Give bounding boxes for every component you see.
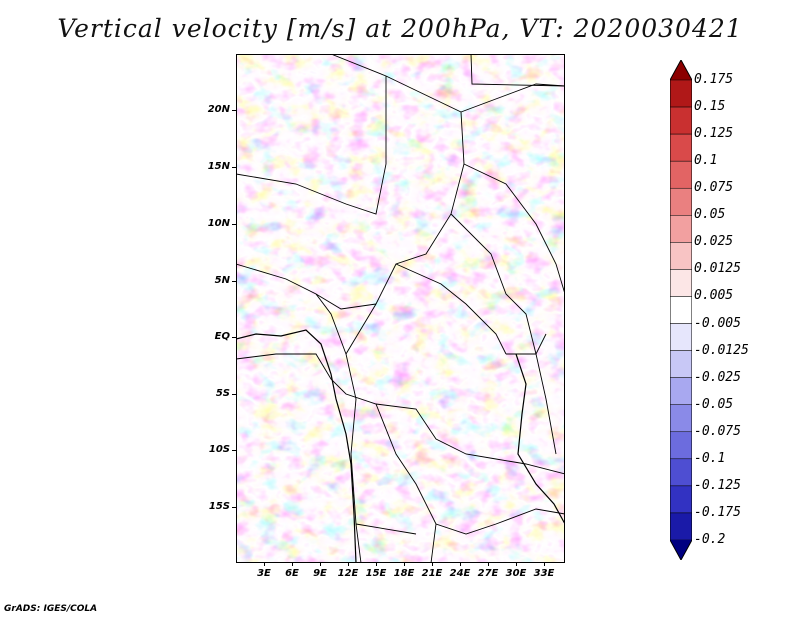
colorbar-label: 0.15 [694,99,726,115]
colorbar-label: 0.005 [694,288,734,304]
colorbar-label: -0.0125 [694,342,749,358]
x-label-33e: 33E [533,568,555,579]
colorbar [670,60,692,560]
map-title: Vertical velocity [m/s] at 200hPa, VT: 2… [57,14,743,43]
x-tick [432,562,433,566]
x-label-24e: 24E [449,568,471,579]
field-texture [236,54,565,563]
x-tick [348,562,349,566]
x-label-21e: 21E [421,568,443,579]
x-tick [516,562,517,566]
colorbar-segment [670,512,692,541]
colorbar-label: -0.125 [694,477,741,493]
x-tick [292,562,293,566]
x-label-18e: 18E [393,568,415,579]
colorbar-segment [670,485,692,514]
y-label-5s: 5S [215,388,230,399]
colorbar-label: 0.075 [694,180,734,196]
colorbar-label: 0.1 [694,153,718,169]
colorbar-label: -0.2 [694,532,726,547]
x-tick [320,562,321,566]
y-tick [232,507,236,508]
y-tick [232,450,236,451]
x-tick [544,562,545,566]
colorbar-label: -0.1 [694,450,726,466]
x-label-9e: 9E [313,568,327,579]
colorbar-segment [670,269,692,297]
colorbar-label: -0.175 [694,504,741,520]
colorbar-segment [670,79,692,108]
colorbar-segment [670,323,692,351]
colorbar-segment [670,458,692,487]
country-borders [236,54,565,563]
x-tick [488,562,489,566]
colorbar-segment [670,187,692,216]
y-tick [232,394,236,395]
y-label-15s: 15S [208,501,230,512]
colorbar-label: 0.175 [694,72,734,87]
colorbar-segments [670,60,692,560]
colorbar-segment [670,242,692,270]
y-label-20n: 20N [207,104,230,115]
y-label-5n: 5N [214,275,230,286]
y-label-10n: 10N [207,218,230,229]
colorbar-segment [670,106,692,135]
x-label-6e: 6E [285,568,299,579]
colorbar-label: -0.005 [694,315,741,331]
x-label-15e: 15E [365,568,387,579]
y-tick [232,281,236,282]
colorbar-label: 0.05 [694,207,726,223]
coastline [236,329,565,563]
colorbar-segment [670,133,692,162]
colorbar-segment [670,296,692,324]
colorbar-label: -0.075 [694,423,741,439]
footer-credit: GrADS: IGES/COLA [4,604,98,614]
x-tick [404,562,405,566]
colorbar-top-arrow [670,60,692,80]
y-tick [232,110,236,111]
x-label-12e: 12E [337,568,359,579]
colorbar-segment [670,431,692,460]
colorbar-segment [670,160,692,189]
x-tick [376,562,377,566]
x-label-30e: 30E [505,568,527,579]
colorbar-label: 0.025 [694,234,734,250]
colorbar-label: 0.0125 [694,261,741,277]
velocity-field [236,54,565,563]
colorbar-label: -0.025 [694,369,741,385]
y-tick [232,167,236,168]
y-label-10s: 10S [208,444,230,455]
colorbar-segment [670,404,692,433]
x-label-27e: 27E [477,568,499,579]
y-tick [232,337,236,338]
y-tick [232,224,236,225]
x-label-3e: 3E [257,568,271,579]
y-label-eq: EQ [214,331,230,342]
y-label-15n: 15N [207,161,230,172]
colorbar-segment [670,215,692,243]
colorbar-segment [670,350,692,378]
velocity-field-map [236,54,565,563]
colorbar-label: -0.05 [694,396,734,412]
x-tick [460,562,461,566]
colorbar-segment [670,377,692,405]
colorbar-bottom-arrow [670,540,692,560]
colorbar-label: 0.125 [694,126,734,142]
x-tick [264,562,265,566]
